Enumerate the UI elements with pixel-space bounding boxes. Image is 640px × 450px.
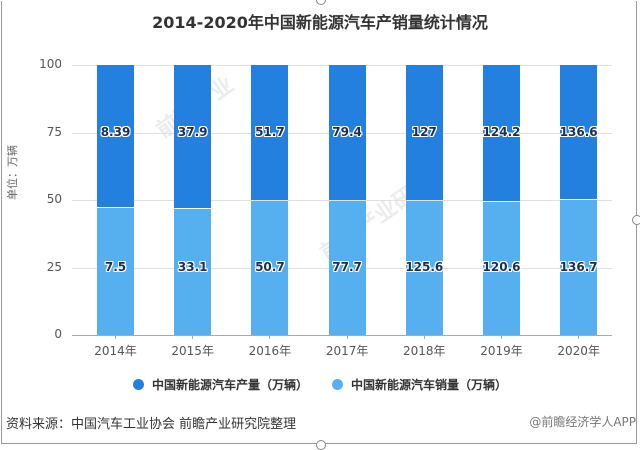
- x-tick-mark: [501, 335, 502, 339]
- bar-stack[interactable]: 79.4 77.7: [328, 65, 366, 335]
- bar-stack[interactable]: 127 125.6: [405, 65, 443, 335]
- legend-label: 中国新能源汽车销量（万辆）: [351, 378, 508, 392]
- x-tick-mark: [578, 335, 580, 339]
- data-label: 125.6: [405, 259, 444, 274]
- legend-dot-icon: [332, 379, 343, 390]
- data-label: 33.1: [177, 259, 208, 274]
- y-tick-label: 100: [39, 57, 62, 71]
- bar-segment-production[interactable]: [405, 65, 443, 200]
- legend-label: 中国新能源汽车产量（万辆）: [151, 378, 308, 392]
- data-label: 124.2: [482, 124, 521, 139]
- bar-segment-sales[interactable]: [560, 199, 598, 335]
- data-label: 120.6: [482, 259, 521, 274]
- bar-stack[interactable]: 37.9 33.1: [174, 65, 212, 335]
- bar-segment-sales[interactable]: [483, 201, 520, 335]
- bar-stack[interactable]: 51.7 50.7: [251, 65, 289, 335]
- bar-stack[interactable]: 124.2 120.6: [483, 65, 520, 335]
- x-tick-label: 2014年: [94, 344, 137, 358]
- data-label: 7.5: [104, 259, 127, 274]
- y-tick-label: 50: [46, 192, 62, 206]
- data-label: 37.9: [177, 124, 208, 139]
- x-tick-mark: [192, 335, 194, 339]
- x-tick-label: 2015年: [171, 344, 214, 358]
- data-label: 136.7: [559, 259, 598, 274]
- x-tick-mark: [269, 335, 271, 339]
- bar-segment-production[interactable]: [483, 65, 520, 201]
- chart-title: 2014-2020年中国新能源汽车产销量统计情况: [152, 13, 488, 32]
- grid-line: [72, 200, 612, 201]
- resize-handle-right[interactable]: [632, 215, 640, 225]
- bar-segment-sales[interactable]: [174, 209, 212, 335]
- y-axis-label: 单位：万辆: [6, 145, 19, 200]
- data-label: 51.7: [255, 124, 285, 139]
- x-tick-mark: [423, 335, 425, 339]
- bar-segment-sales[interactable]: [97, 207, 134, 335]
- x-tick-label: 2017年: [325, 344, 369, 358]
- legend-item-production[interactable]: 中国新能源汽车产量（万辆）: [132, 376, 308, 393]
- legend-dot-icon: [132, 379, 144, 390]
- x-axis-line: [72, 335, 612, 336]
- bar-segment-production[interactable]: [251, 65, 289, 201]
- bar-stack[interactable]: 8.39 7.5: [97, 65, 134, 335]
- data-label: 77.7: [332, 259, 362, 274]
- bar-segment-production[interactable]: [560, 65, 598, 199]
- data-label: 136.6: [559, 124, 598, 139]
- resize-handle-bottom[interactable]: [316, 440, 326, 450]
- bar-segment-production[interactable]: [174, 65, 212, 209]
- x-tick-label: 2018年: [403, 344, 446, 358]
- x-tick-mark: [115, 335, 116, 339]
- source-note: 资料来源：中国汽车工业协会 前瞻产业研究院整理: [6, 417, 297, 432]
- chart-legend: 中国新能源汽车产量（万辆） 中国新能源汽车销量（万辆）: [0, 376, 640, 393]
- bar-stack[interactable]: 136.6 136.7: [560, 65, 598, 335]
- y-tick-label: 75: [46, 124, 62, 139]
- credit-note: @前瞻经济学人APP: [529, 415, 636, 429]
- data-label: 8.39: [100, 124, 131, 139]
- bar-segment-production[interactable]: [328, 65, 366, 201]
- bar-segment-sales[interactable]: [251, 201, 289, 335]
- y-tick-label: 0: [54, 327, 62, 341]
- x-tick-label: 2016年: [248, 344, 292, 358]
- data-label: 79.4: [332, 124, 362, 139]
- x-tick-label: 2020年: [557, 344, 600, 358]
- bar-segment-sales[interactable]: [405, 200, 443, 335]
- bar-segment-sales[interactable]: [328, 201, 366, 335]
- data-label: 50.7: [255, 259, 285, 274]
- y-tick-label: 25: [46, 259, 62, 274]
- bar-segment-production[interactable]: [97, 65, 134, 207]
- x-tick-label: 2019年: [480, 344, 523, 358]
- x-tick-mark: [346, 335, 348, 339]
- legend-item-sales[interactable]: 中国新能源汽车销量（万辆）: [332, 376, 507, 393]
- data-label: 127: [411, 124, 437, 139]
